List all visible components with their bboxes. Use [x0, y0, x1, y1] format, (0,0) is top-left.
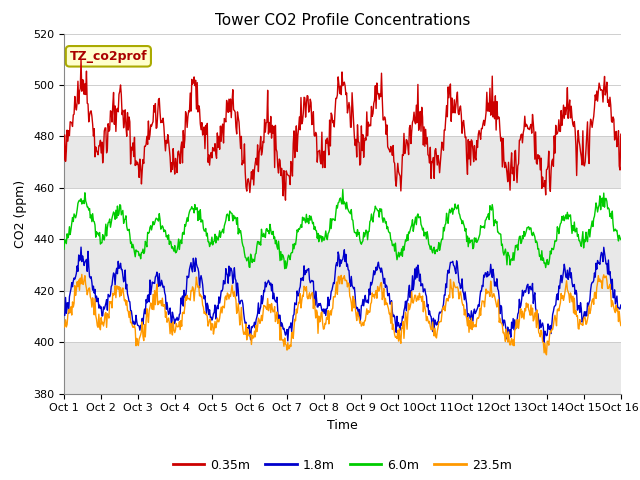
- Text: TZ_co2prof: TZ_co2prof: [70, 50, 147, 63]
- Legend: 0.35m, 1.8m, 6.0m, 23.5m: 0.35m, 1.8m, 6.0m, 23.5m: [168, 454, 517, 477]
- Bar: [64, 136, 621, 188]
- Title: Tower CO2 Profile Concentrations: Tower CO2 Profile Concentrations: [214, 13, 470, 28]
- X-axis label: Time: Time: [327, 419, 358, 432]
- Bar: [64, 240, 621, 291]
- Bar: [64, 342, 621, 394]
- Y-axis label: CO2 (ppm): CO2 (ppm): [15, 180, 28, 248]
